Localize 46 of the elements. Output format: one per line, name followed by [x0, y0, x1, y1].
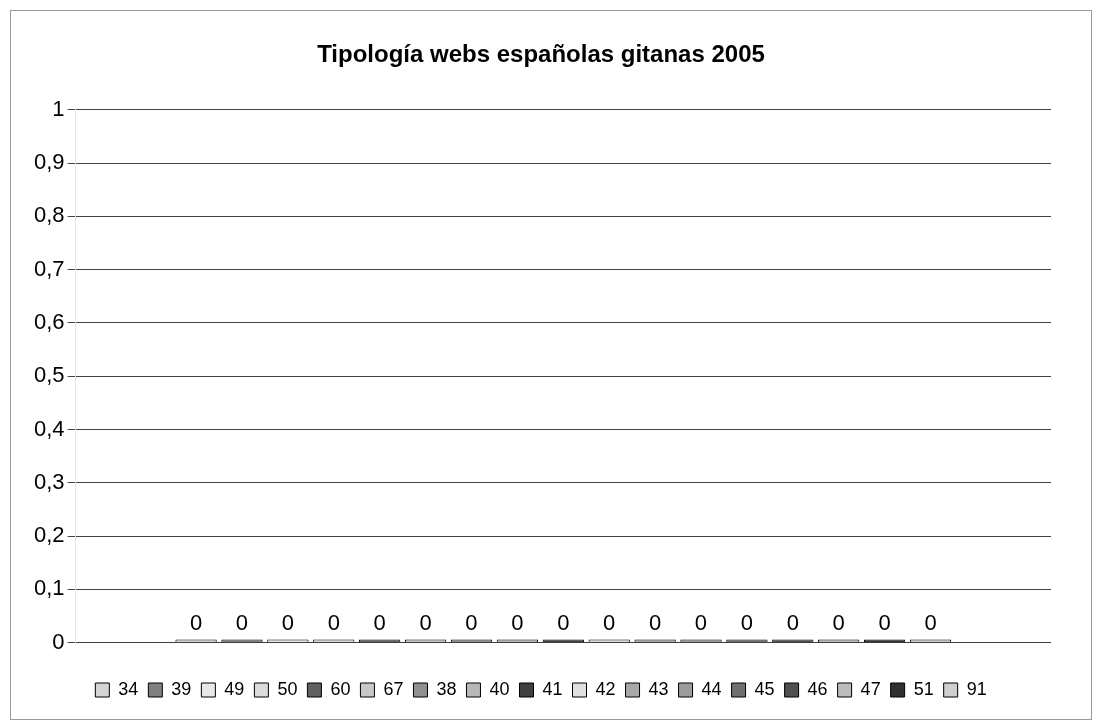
data-label: 0 — [419, 609, 432, 635]
data-label: 0 — [235, 609, 249, 635]
chart-title: Tipología webs españolas gitanas 2005 — [317, 40, 765, 68]
legend-label: 43 — [648, 678, 669, 699]
data-label: 0 — [281, 609, 294, 635]
y-tick-label: 0,8 — [33, 202, 65, 228]
data-label: 0 — [786, 609, 799, 635]
y-tick-label: 0 — [52, 628, 65, 654]
legend-label: 42 — [595, 678, 616, 699]
data-label: 0 — [832, 609, 845, 635]
data-label: 0 — [327, 609, 340, 635]
y-tick-label: 0,7 — [33, 255, 65, 281]
data-label: 0 — [694, 609, 708, 635]
data-label: 0 — [924, 609, 937, 635]
data-label: 0 — [648, 609, 662, 635]
legend-label: 51 — [913, 678, 934, 699]
y-tick-label: 1 — [52, 95, 65, 121]
y-tick-label: 0,3 — [33, 468, 65, 494]
legend-label: 60 — [330, 678, 351, 699]
data-label: 0 — [878, 609, 891, 635]
y-tick-label: 0,9 — [33, 149, 65, 175]
data-label: 0 — [465, 609, 478, 635]
legend-label: 44 — [701, 678, 722, 699]
data-label: 0 — [511, 609, 524, 635]
legend-label: 91 — [966, 678, 987, 699]
legend-label: 38 — [436, 678, 457, 699]
y-tick-label: 0,1 — [33, 575, 65, 601]
data-label: 0 — [603, 609, 616, 635]
legend-label: 41 — [542, 678, 563, 699]
y-tick-label: 0,6 — [33, 308, 65, 334]
legend-label: 50 — [277, 678, 298, 699]
legend-label: 45 — [754, 678, 775, 699]
legend-label: 39 — [171, 678, 192, 699]
y-tick-label: 0,5 — [33, 362, 65, 388]
y-tick-label: 0,4 — [33, 415, 65, 441]
legend-label: 40 — [489, 678, 510, 699]
legend-label: 46 — [807, 678, 828, 699]
data-label: 0 — [740, 609, 754, 635]
data-label: 0 — [557, 609, 570, 635]
legend-label: 34 — [118, 678, 139, 699]
legend-label: 47 — [860, 678, 881, 699]
data-label: 0 — [189, 609, 203, 635]
legend-label: 67 — [383, 678, 404, 699]
data-label: 0 — [373, 609, 386, 635]
legend-label: 49 — [224, 678, 245, 699]
y-tick-label: 0,2 — [33, 522, 65, 548]
